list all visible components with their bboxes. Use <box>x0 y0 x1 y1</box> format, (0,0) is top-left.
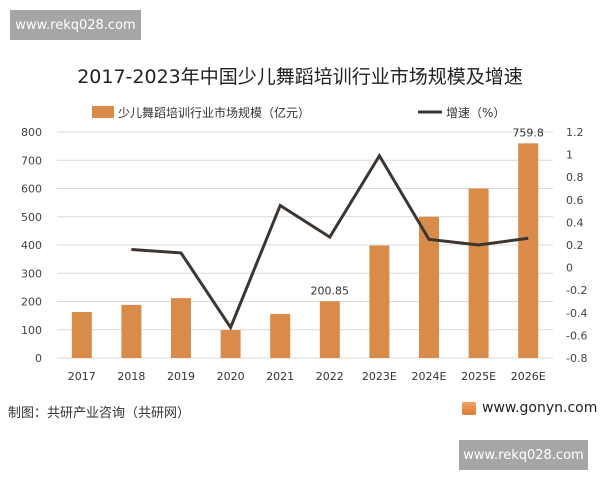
bar-2020 <box>220 330 241 358</box>
x-tick-label: 2024E <box>412 370 447 383</box>
x-tick-label: 2025E <box>461 370 496 383</box>
x-tick-label: 2018 <box>117 370 145 383</box>
y-right-tick-label: 0.4 <box>566 216 584 229</box>
x-tick-label: 2017 <box>68 370 96 383</box>
y-left-tick-label: 100 <box>21 324 42 337</box>
y-left-tick-label: 500 <box>21 211 42 224</box>
bar-2026E <box>518 143 539 358</box>
gonyn-logo-icon <box>462 401 476 415</box>
y-left-tick-label: 300 <box>21 267 42 280</box>
legend-line-label: 增速（%） <box>446 106 505 120</box>
bar-2018 <box>121 304 142 358</box>
x-tick-label: 2021 <box>266 370 294 383</box>
y-left-tick-label: 0 <box>35 352 42 365</box>
x-tick-label: 2023E <box>362 370 397 383</box>
y-left-tick-label: 700 <box>21 154 42 167</box>
bar-2022 <box>319 301 340 358</box>
bar-2017 <box>71 311 92 358</box>
data-label: 759.8 <box>512 126 544 139</box>
y-left-tick-label: 800 <box>21 126 42 139</box>
source-note: 制图：共研产业咨询（共研网） <box>8 406 191 421</box>
y-right-tick-label: 1.2 <box>566 126 584 139</box>
x-tick-label: 2020 <box>217 370 245 383</box>
bar-2023E <box>369 245 390 358</box>
y-right-tick-label: 0.6 <box>566 194 584 207</box>
y-right-tick-label: 0.2 <box>566 239 584 252</box>
y-right-tick-label: 1 <box>566 149 573 162</box>
bar-2025E <box>468 188 489 358</box>
y-right-tick-label: -0.2 <box>566 284 587 297</box>
x-tick-label: 2026E <box>511 370 546 383</box>
y-right-tick-label: 0 <box>566 262 573 275</box>
y-right-tick-label: 0.8 <box>566 171 584 184</box>
y-left-tick-label: 200 <box>21 296 42 309</box>
x-tick-label: 2019 <box>167 370 195 383</box>
site-brand: www.gonyn.com <box>462 400 597 416</box>
x-tick-label: 2022 <box>316 370 344 383</box>
y-right-tick-label: -0.8 <box>566 352 587 365</box>
watermark-bottom: www.rekq028.com <box>459 440 588 470</box>
data-label: 200.85 <box>311 284 350 297</box>
bar-2024E <box>419 216 439 358</box>
y-left-tick-label: 400 <box>21 239 42 252</box>
legend-bar-swatch <box>92 106 114 118</box>
site-url: www.gonyn.com <box>482 400 598 416</box>
legend-bar-label: 少儿舞蹈培训行业市场规模（亿元） <box>118 105 310 120</box>
watermark-top: www.rekq028.com <box>10 10 141 40</box>
y-right-tick-label: -0.6 <box>566 329 587 342</box>
y-right-tick-label: -0.4 <box>566 307 587 320</box>
bar-2021 <box>270 313 291 358</box>
y-left-tick-label: 600 <box>21 183 42 196</box>
bar-2019 <box>171 298 191 358</box>
chart-title: 2017-2023年中国少儿舞蹈培训行业市场规模及增速 <box>77 66 523 88</box>
